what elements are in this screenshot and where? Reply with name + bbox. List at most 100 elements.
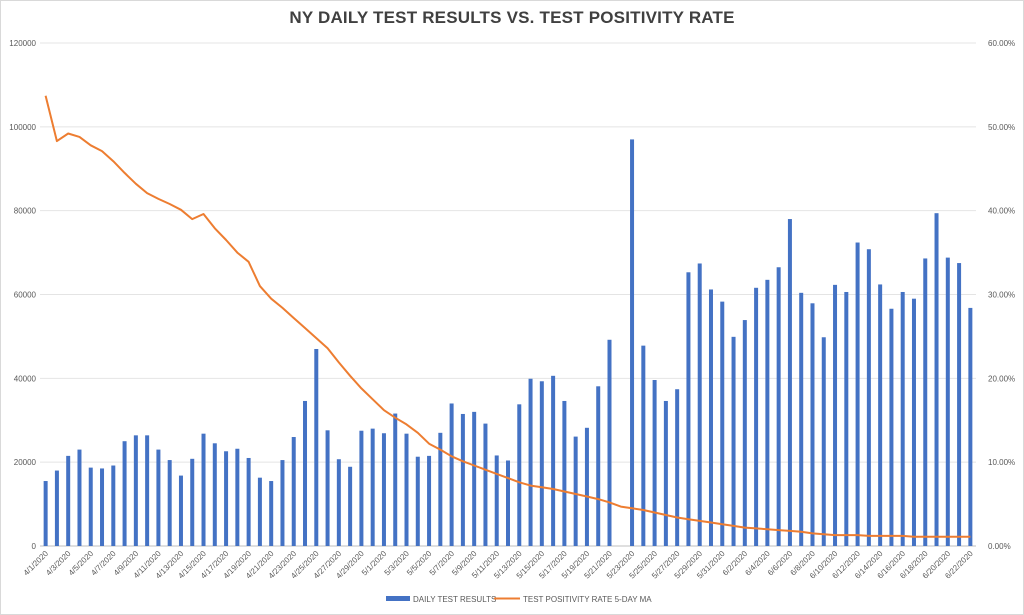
bar xyxy=(415,456,420,546)
bar xyxy=(111,465,116,546)
bar xyxy=(404,433,409,546)
y-tick-label: 120000 xyxy=(9,39,36,48)
bar xyxy=(438,432,443,546)
bar xyxy=(923,258,928,546)
bar xyxy=(43,481,48,546)
bar xyxy=(539,381,544,546)
bar xyxy=(427,455,432,546)
bar xyxy=(708,289,713,546)
bar xyxy=(348,466,353,546)
gridlines xyxy=(40,42,976,547)
bar xyxy=(562,400,567,546)
y-tick-label: 40000 xyxy=(14,374,37,383)
bar xyxy=(697,263,702,546)
bar xyxy=(720,301,725,546)
bar xyxy=(675,389,680,546)
bar xyxy=(742,320,747,546)
line-series xyxy=(44,95,971,538)
bar xyxy=(799,292,804,546)
bar xyxy=(810,303,815,546)
chart-title: NY DAILY TEST RESULTS VS. TEST POSITIVIT… xyxy=(289,8,735,27)
bar xyxy=(630,139,635,547)
bar xyxy=(381,433,386,546)
bar xyxy=(77,449,82,546)
bar xyxy=(573,436,578,546)
bar xyxy=(776,267,781,546)
bar xyxy=(145,435,150,546)
bar xyxy=(731,336,736,546)
bar xyxy=(122,441,127,546)
bar xyxy=(551,375,556,546)
bar xyxy=(517,404,522,546)
bar xyxy=(336,459,341,546)
bar xyxy=(359,430,364,546)
bar xyxy=(968,307,973,546)
bar xyxy=(821,337,826,546)
bar xyxy=(844,291,849,546)
bar xyxy=(314,348,319,546)
bar xyxy=(66,455,71,546)
bar xyxy=(54,470,59,546)
y2-tick-label: 30.00% xyxy=(988,291,1015,300)
bar xyxy=(212,443,217,546)
bar-series xyxy=(43,139,973,547)
bar xyxy=(765,279,770,546)
y2-tick-label: 50.00% xyxy=(988,123,1015,132)
left-axis-ticks: 0 20000 40000 60000 80000 100000 120000 xyxy=(9,39,36,551)
bar xyxy=(303,400,308,546)
bar xyxy=(269,481,274,546)
bar xyxy=(472,411,477,546)
bar xyxy=(878,284,883,546)
bar xyxy=(506,460,510,546)
legend-label-line: TEST POSITIVITY RATE 5-DAY MA xyxy=(523,595,652,604)
y-tick-label: 100000 xyxy=(9,123,36,132)
bar xyxy=(607,339,612,546)
bar xyxy=(957,263,962,546)
right-axis-ticks: 0.00% 10.00% 20.00% 30.00% 40.00% 50.00% 60.00… xyxy=(988,39,1015,551)
bar xyxy=(235,448,240,546)
bar xyxy=(641,345,646,546)
bar xyxy=(224,451,229,546)
bar xyxy=(686,272,691,546)
bar xyxy=(652,380,657,546)
bar xyxy=(460,413,465,546)
bar xyxy=(787,219,792,547)
y-tick-label: 0 xyxy=(32,542,37,551)
bar xyxy=(133,435,138,546)
bar xyxy=(483,423,488,546)
legend: DAILY TEST RESULTS TEST POSITIVITY RATE … xyxy=(386,595,652,604)
legend-swatch-bars xyxy=(386,596,410,601)
bar xyxy=(201,433,206,546)
legend-label-bars: DAILY TEST RESULTS xyxy=(413,595,496,604)
y2-tick-label: 0.00% xyxy=(988,542,1011,551)
bar xyxy=(167,460,172,546)
bar xyxy=(100,468,105,546)
y2-tick-label: 60.00% xyxy=(988,39,1015,48)
bar xyxy=(280,460,285,546)
bar xyxy=(596,386,601,546)
bar xyxy=(528,378,533,546)
y2-tick-label: 40.00% xyxy=(988,207,1015,216)
bar xyxy=(911,298,916,546)
bar xyxy=(855,242,860,547)
bar xyxy=(889,308,894,546)
y-tick-label: 20000 xyxy=(14,458,37,467)
bar xyxy=(291,437,296,546)
bar xyxy=(663,400,668,546)
bar xyxy=(584,427,589,546)
bar xyxy=(246,457,251,546)
bar xyxy=(190,458,195,546)
bar xyxy=(900,291,905,546)
y2-tick-label: 10.00% xyxy=(988,458,1015,467)
bar xyxy=(88,467,93,546)
bar xyxy=(494,455,499,546)
bar xyxy=(393,413,398,546)
bar xyxy=(178,475,183,546)
positivity-line xyxy=(44,95,971,538)
y-tick-label: 80000 xyxy=(14,207,37,216)
bar xyxy=(754,287,759,546)
bar xyxy=(945,257,950,546)
y-tick-label: 60000 xyxy=(14,291,37,300)
bar xyxy=(934,213,939,546)
